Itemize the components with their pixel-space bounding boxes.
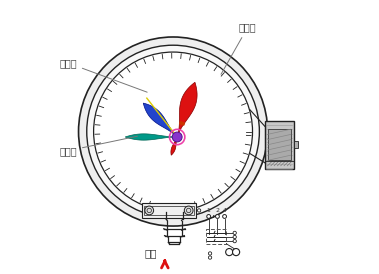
Bar [294,141,298,148]
Polygon shape [177,82,197,137]
Circle shape [208,256,212,259]
Circle shape [207,215,211,218]
Circle shape [226,249,233,256]
Text: 动触点: 动触点 [60,136,138,156]
Circle shape [233,249,240,256]
Circle shape [222,215,227,218]
Circle shape [87,45,259,218]
Bar [144,206,194,215]
Text: 1: 1 [207,208,211,213]
Circle shape [233,239,236,243]
Polygon shape [125,134,177,140]
Bar [206,229,227,244]
Bar [141,203,196,218]
Text: 4: 4 [222,208,227,213]
Text: 压力: 压力 [145,249,157,258]
Circle shape [216,215,219,218]
Text: 静触点: 静触点 [60,58,147,92]
Bar [180,122,185,125]
Polygon shape [171,137,177,155]
Text: 静触点: 静触点 [221,22,257,74]
Circle shape [184,206,193,215]
Polygon shape [143,103,177,137]
Circle shape [208,252,212,255]
Circle shape [197,209,201,212]
Circle shape [94,52,252,211]
Circle shape [172,132,182,142]
Bar [268,129,291,160]
Bar [265,121,294,169]
Circle shape [233,231,236,235]
Circle shape [145,206,153,215]
Circle shape [233,235,236,239]
Text: 2: 2 [215,208,219,213]
Circle shape [78,37,268,226]
